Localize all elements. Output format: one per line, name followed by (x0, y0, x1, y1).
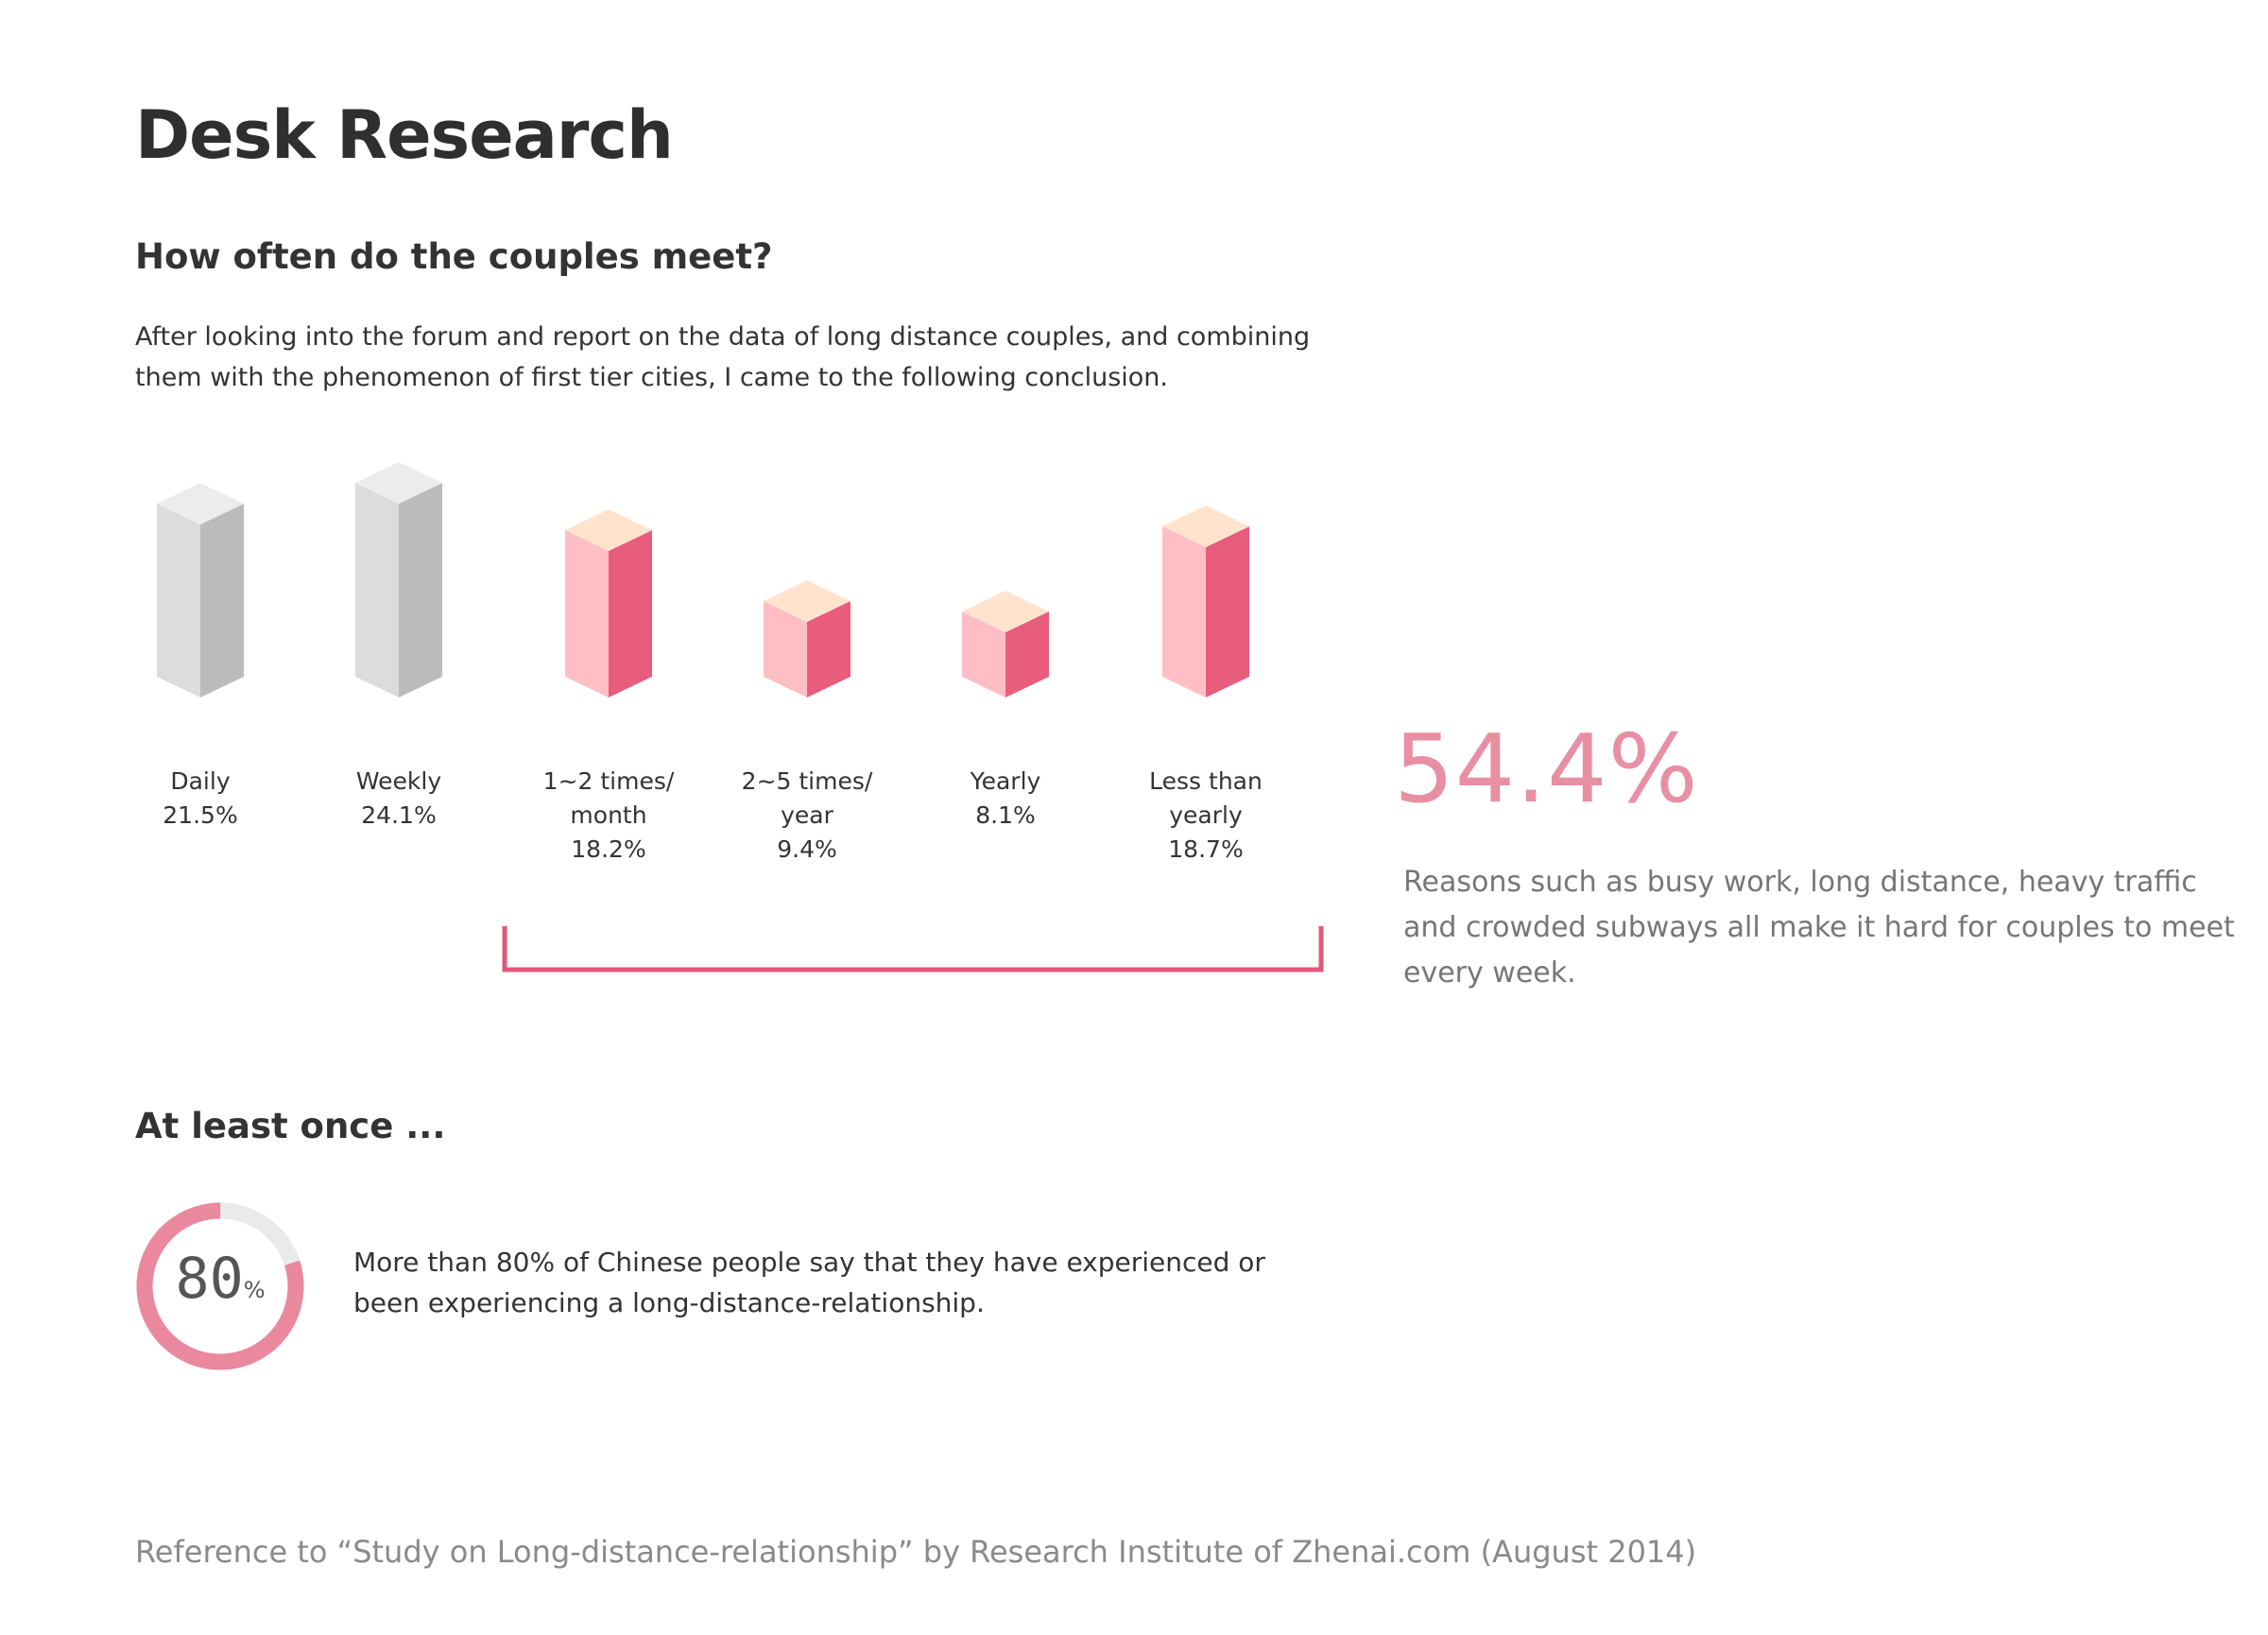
bar-top-face (1162, 506, 1249, 547)
category-label: Daily (170, 767, 230, 795)
category-label: month (570, 801, 646, 829)
value-label: 8.1% (975, 801, 1036, 829)
bracket-line (502, 926, 1324, 972)
category-label: year (781, 801, 833, 829)
category-label: Weekly (356, 767, 441, 795)
bar-5 (1162, 506, 1249, 697)
category-label: Yearly (970, 767, 1041, 795)
donut-progress-arc (136, 1202, 304, 1370)
percentage-donut (136, 1202, 304, 1370)
section-heading-frequency: How often do the couples meet? (135, 236, 773, 277)
bar-1 (355, 462, 442, 697)
bar-top-face (355, 462, 442, 504)
bar-front-face (962, 611, 1005, 697)
donut-description: More than 80% of Chinese people say that… (353, 1247, 1265, 1318)
category-label: 2~5 times/ (742, 767, 873, 795)
bar-front-face (764, 601, 807, 697)
intro-paragraph: After looking into the forum and report … (135, 322, 1311, 392)
bar-side-face (807, 601, 850, 697)
page-title: Desk Research (135, 96, 674, 174)
bar-top-face (157, 483, 244, 525)
summary-percentage: 54.4% (1394, 714, 1699, 824)
bar-0 (157, 483, 244, 697)
bar-2 (565, 509, 652, 697)
bar-front-face (355, 483, 399, 697)
bar-front-face (565, 530, 609, 697)
category-label: yearly (1169, 801, 1243, 829)
value-label: 21.5% (163, 801, 237, 829)
bar-side-face (200, 504, 244, 697)
bar-4 (962, 591, 1049, 697)
donut-value: 80% (132, 1246, 308, 1312)
bar-top-face (565, 509, 652, 551)
value-label: 18.7% (1168, 835, 1243, 863)
bar-side-face (1005, 611, 1049, 697)
bar-top-face (764, 580, 850, 622)
reference-note: Reference to “Study on Long-distance-rel… (135, 1534, 1697, 1570)
category-label: 1~2 times/ (543, 767, 675, 795)
bar-side-face (609, 530, 652, 697)
donut-unit: % (243, 1277, 266, 1303)
bar-3 (764, 580, 850, 697)
bar-side-face (399, 483, 442, 697)
bar-side-face (1206, 526, 1249, 697)
highlight-bracket (502, 926, 1324, 972)
value-label: 9.4% (777, 835, 837, 863)
value-label: 24.1% (361, 801, 436, 829)
bar-top-face (962, 591, 1049, 632)
summary-note: Reasons such as busy work, long distance… (1403, 866, 2235, 990)
donut-number: 80 (175, 1246, 244, 1312)
category-label: Less than (1149, 767, 1263, 795)
meeting-frequency-chart: Daily 21.5% Weekly 24.1% 1~2 times/month 18.2… (157, 462, 1263, 863)
bar-front-face (157, 504, 200, 697)
bar-front-face (1162, 526, 1206, 697)
value-label: 18.2% (571, 835, 645, 863)
section-heading-at-least: At least once ... (135, 1106, 446, 1146)
